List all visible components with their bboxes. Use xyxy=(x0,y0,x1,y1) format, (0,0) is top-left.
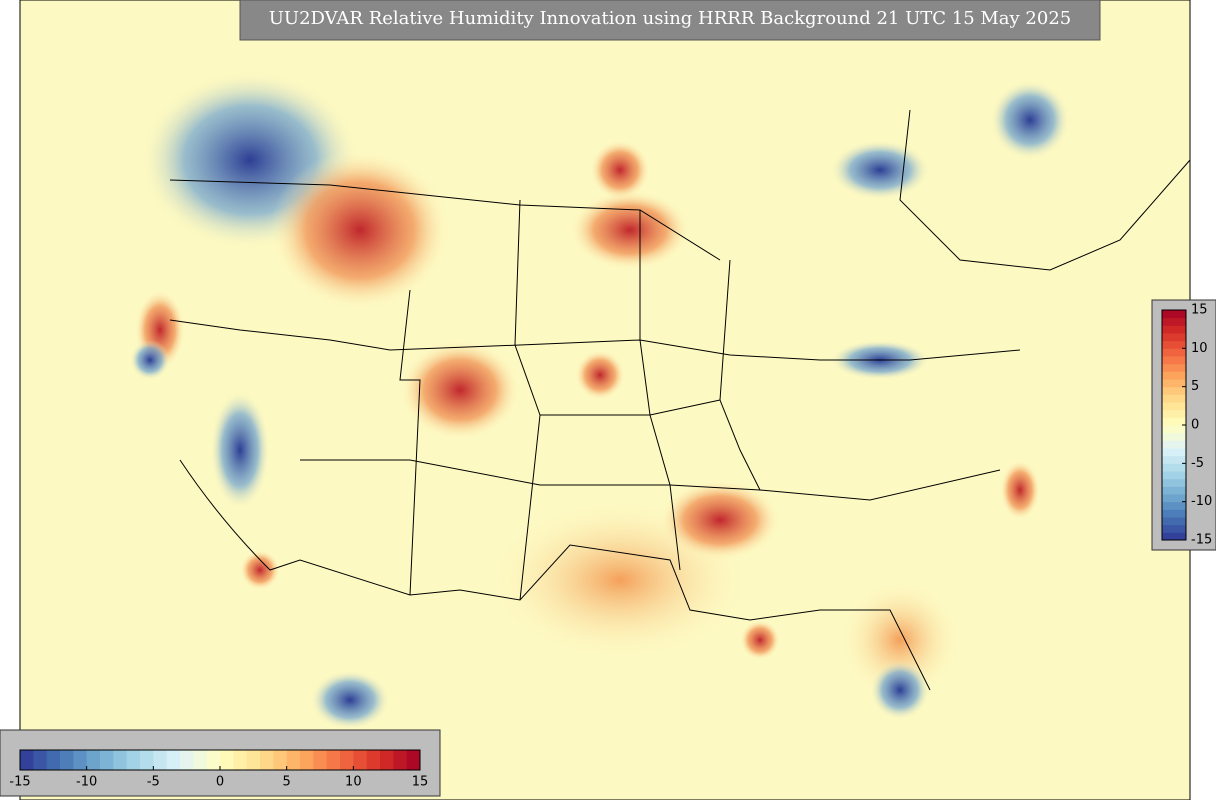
map-title: UU2DVAR Relative Humidity Innovation usi… xyxy=(269,8,1072,29)
colorbar-segment xyxy=(46,750,61,770)
colorbar-segment xyxy=(366,750,381,770)
colorbar-segment xyxy=(1162,340,1186,349)
colorbar-segment xyxy=(1162,333,1186,342)
colorbar-segment xyxy=(60,750,74,770)
colorbar-tick-label: -10 xyxy=(1191,494,1212,509)
colorbar-segment xyxy=(1162,478,1186,487)
colorbar-segment xyxy=(1162,386,1186,395)
colorbar-segment xyxy=(406,750,421,770)
colorbar-segment xyxy=(1162,471,1186,480)
boundaries xyxy=(169,109,1191,691)
colorbar-segment xyxy=(1162,501,1186,510)
colorbar-tick-label: -5 xyxy=(147,775,160,790)
colorbar-segment xyxy=(1162,524,1186,533)
colorbar-tick-label: 10 xyxy=(1191,341,1208,356)
colorbar-segment xyxy=(1162,348,1186,357)
colorbar-segment xyxy=(153,750,168,770)
colorbar-segment xyxy=(1162,425,1186,434)
colorbar-segment xyxy=(1162,417,1186,426)
colorbar-segment xyxy=(340,750,354,770)
colorbar-segment xyxy=(1162,509,1186,518)
colorbar-segment xyxy=(1162,463,1186,472)
colorbar-segment xyxy=(180,750,194,770)
colorbar-segment xyxy=(1162,448,1186,457)
colorbar-segment xyxy=(1162,494,1186,503)
colorbar-segment xyxy=(73,750,88,770)
colorbar-segment xyxy=(1162,532,1186,541)
colorbar-segment xyxy=(1162,317,1186,326)
colorbar-tick-label: 10 xyxy=(345,775,362,790)
colorbar-segment xyxy=(140,750,154,770)
colorbar-tick-label: 0 xyxy=(216,775,224,790)
colorbar-segment xyxy=(86,750,101,770)
colorbar-segment xyxy=(193,750,208,770)
colorbar-segment xyxy=(1162,379,1186,388)
colorbar-tick-label: 15 xyxy=(1191,303,1208,318)
colorbar-segment xyxy=(126,750,141,770)
colorbar-segment xyxy=(33,750,48,770)
colorbar-segment xyxy=(20,750,34,770)
colorbar-segment xyxy=(1162,356,1186,365)
colorbar-tick-label: -15 xyxy=(1191,533,1212,548)
colorbar-segment xyxy=(166,750,181,770)
colorbar-segment xyxy=(1162,310,1186,319)
colorbar-segment xyxy=(313,750,328,770)
colorbar-segment xyxy=(113,750,128,770)
colorbar-segment xyxy=(1162,455,1186,464)
colorbar-segment xyxy=(1162,432,1186,441)
title-box xyxy=(239,0,1101,41)
colorbar-segment xyxy=(1162,402,1186,411)
colorbar-segment xyxy=(1162,440,1186,449)
colorbar-tick-label: 0 xyxy=(1191,418,1199,433)
colorbar-tick-label: -5 xyxy=(1191,456,1204,471)
colorbar-segment xyxy=(246,750,261,770)
colorbar-segment xyxy=(300,750,314,770)
colorbar-segment xyxy=(380,750,394,770)
colorbar-segment xyxy=(220,750,234,770)
colorbar-segment xyxy=(1162,394,1186,403)
colorbar-segment xyxy=(206,750,221,770)
colorbar-segment xyxy=(393,750,408,770)
colorbar-segment xyxy=(326,750,341,770)
colorbar-segment xyxy=(1162,325,1186,334)
colorbar-tick-label: 5 xyxy=(1191,379,1199,394)
colorbar-segment xyxy=(273,750,288,770)
colorbar-segment xyxy=(1162,363,1186,372)
colorbar-segment xyxy=(260,750,274,770)
colorbar-segment xyxy=(100,750,114,770)
colorbar-segment xyxy=(233,750,248,770)
colorbar-segment xyxy=(1162,517,1186,526)
colorbar-segment xyxy=(353,750,368,770)
colorbar-segment xyxy=(1162,486,1186,495)
humidity-field xyxy=(130,70,1070,730)
colorbar-segment xyxy=(1162,371,1186,380)
colorbar-tick-label: -10 xyxy=(76,775,97,790)
colorbar-segment xyxy=(1162,409,1186,418)
colorbar-tick-label: -15 xyxy=(9,775,30,790)
colorbar-tick-label: 5 xyxy=(283,775,291,790)
colorbar-tick-label: 15 xyxy=(412,775,429,790)
colorbar-segment xyxy=(286,750,301,770)
